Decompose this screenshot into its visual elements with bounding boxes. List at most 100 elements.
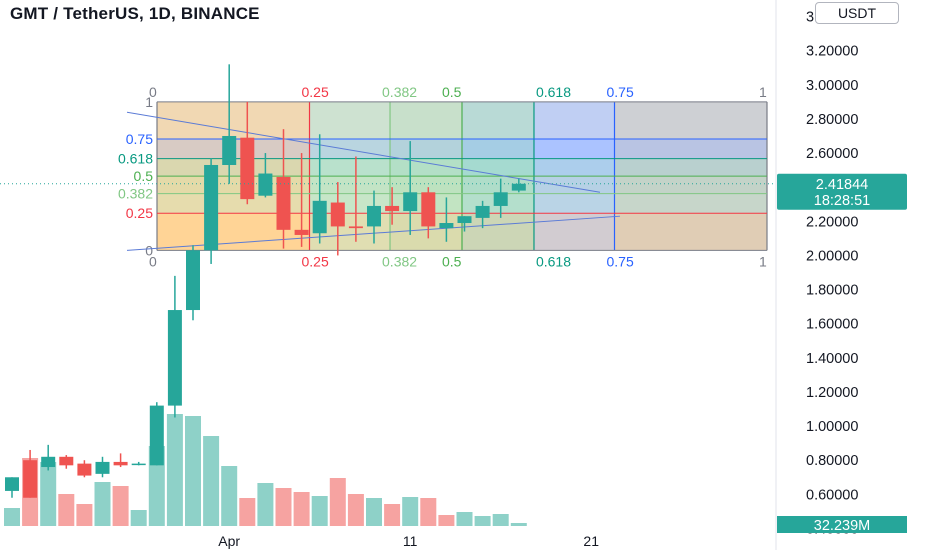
price-tick-label: 2.20000 — [806, 214, 858, 230]
currency-selector-button[interactable]: USDT — [815, 2, 899, 24]
candle-body — [149, 405, 164, 466]
fib-time-label: 0.382 — [382, 84, 417, 100]
price-tick-label: 1.00000 — [806, 419, 858, 435]
candle-body — [294, 229, 309, 235]
volume-bar — [402, 497, 419, 526]
volume-bar — [293, 492, 310, 526]
fib-time-label: 0.618 — [536, 84, 571, 100]
candle-body — [511, 183, 526, 191]
fib-time-label: 0.75 — [607, 84, 634, 100]
volume-bar — [384, 504, 401, 526]
candle-body — [367, 205, 381, 227]
candle-body — [204, 164, 219, 251]
fib-time-label: 1 — [759, 253, 767, 269]
price-tick-label: 1.40000 — [806, 351, 858, 367]
candle-body — [457, 216, 472, 224]
volume-bar — [239, 498, 256, 526]
volume-bar — [366, 498, 382, 526]
price-tick-label: 2.80000 — [806, 112, 858, 128]
volume-bar — [148, 446, 165, 526]
fib-time-label: 0.382 — [382, 253, 417, 269]
volume-bar — [420, 498, 437, 526]
candle-body — [421, 192, 436, 227]
price-tick-label: 2.60000 — [806, 146, 858, 162]
volume-bar — [221, 466, 238, 526]
fib-time-label: 0 — [149, 253, 157, 269]
volume-bar — [347, 494, 364, 526]
candle-body — [240, 137, 255, 200]
time-tick-label: 21 — [583, 533, 599, 549]
candlesticks — [0, 64, 776, 498]
volume-bar — [112, 486, 129, 526]
trend-line-upper — [126, 111, 601, 193]
price-tick-label: 1.60000 — [806, 317, 858, 333]
volume-bar — [311, 496, 328, 526]
fib-time-label: 1 — [759, 84, 767, 100]
volume-badge — [777, 516, 907, 533]
candle-body — [475, 205, 490, 218]
volume-bar — [4, 508, 20, 526]
candle-body — [276, 176, 291, 230]
time-axis[interactable]: Apr 11 21 — [218, 533, 599, 549]
fib-price-label: 1 — [145, 94, 153, 110]
volume-bar — [492, 514, 509, 526]
candle-body — [312, 200, 327, 234]
candle-body — [5, 477, 19, 491]
candle-body — [113, 461, 128, 466]
volume-bar — [94, 482, 111, 526]
fib-price-label: 0 — [145, 242, 153, 258]
last-price-badge — [777, 173, 907, 210]
candle-body — [77, 463, 92, 476]
candle-body — [59, 456, 74, 466]
fib-time-label: 0.618 — [536, 253, 571, 269]
candle-body — [186, 250, 200, 311]
fib-time-label: 0.5 — [442, 84, 462, 100]
volume-bar — [203, 436, 220, 526]
volume-bar — [130, 510, 147, 526]
fib-time-label: 0.75 — [607, 253, 634, 269]
volume-bar — [329, 478, 346, 526]
volume-bars — [4, 414, 527, 526]
candle-body — [258, 173, 273, 196]
fib-time-label: 0.5 — [442, 253, 462, 269]
candle-body — [41, 456, 56, 468]
fib-price-label: 0.618 — [118, 151, 153, 167]
candle-body — [439, 223, 454, 229]
volume-bar — [456, 512, 473, 526]
fib-price-label: 0.5 — [134, 168, 154, 184]
candle-body — [95, 461, 110, 474]
price-tick-label: 2.00000 — [806, 248, 858, 264]
price-tick-label: 1.80000 — [806, 283, 858, 299]
fib-time-label: 0.25 — [302, 84, 329, 100]
price-tick-label: 3.20000 — [806, 44, 858, 60]
candle-body — [403, 192, 418, 212]
price-tick-label: 1.20000 — [806, 385, 858, 401]
symbol-title: GMT / TetherUS, 1D, BINANCE — [10, 4, 260, 23]
fib-price-label: 0.75 — [126, 131, 153, 147]
volume-bar — [257, 483, 274, 526]
price-tick-label: 0.80000 — [806, 453, 858, 469]
candle-body — [23, 460, 38, 498]
volume-value: 32.239M — [814, 518, 870, 534]
volume-bar — [275, 488, 292, 526]
volume-bar — [40, 462, 57, 526]
candle-body — [222, 135, 237, 165]
time-tick-label: 11 — [403, 533, 418, 549]
candle-body — [385, 205, 400, 212]
candle-body — [348, 226, 363, 229]
fib-time-label: 0.25 — [302, 253, 329, 269]
fib-price-label: 0.382 — [118, 186, 153, 202]
volume-bar — [510, 523, 527, 526]
last-price-value: 2.41844 — [816, 177, 868, 193]
volume-bar — [58, 494, 75, 526]
candle-body — [493, 192, 508, 206]
candle-body — [167, 310, 182, 406]
fib-time-label: 0 — [149, 84, 157, 100]
volume-bar — [76, 504, 93, 526]
price-tick-label: 3.00000 — [806, 78, 858, 94]
candle-body — [330, 202, 345, 227]
volume-bar — [166, 414, 183, 526]
volume-bar — [185, 416, 201, 526]
price-axis[interactable]: 3.400003.200003.000002.800002.600002.400… — [775, 0, 907, 550]
